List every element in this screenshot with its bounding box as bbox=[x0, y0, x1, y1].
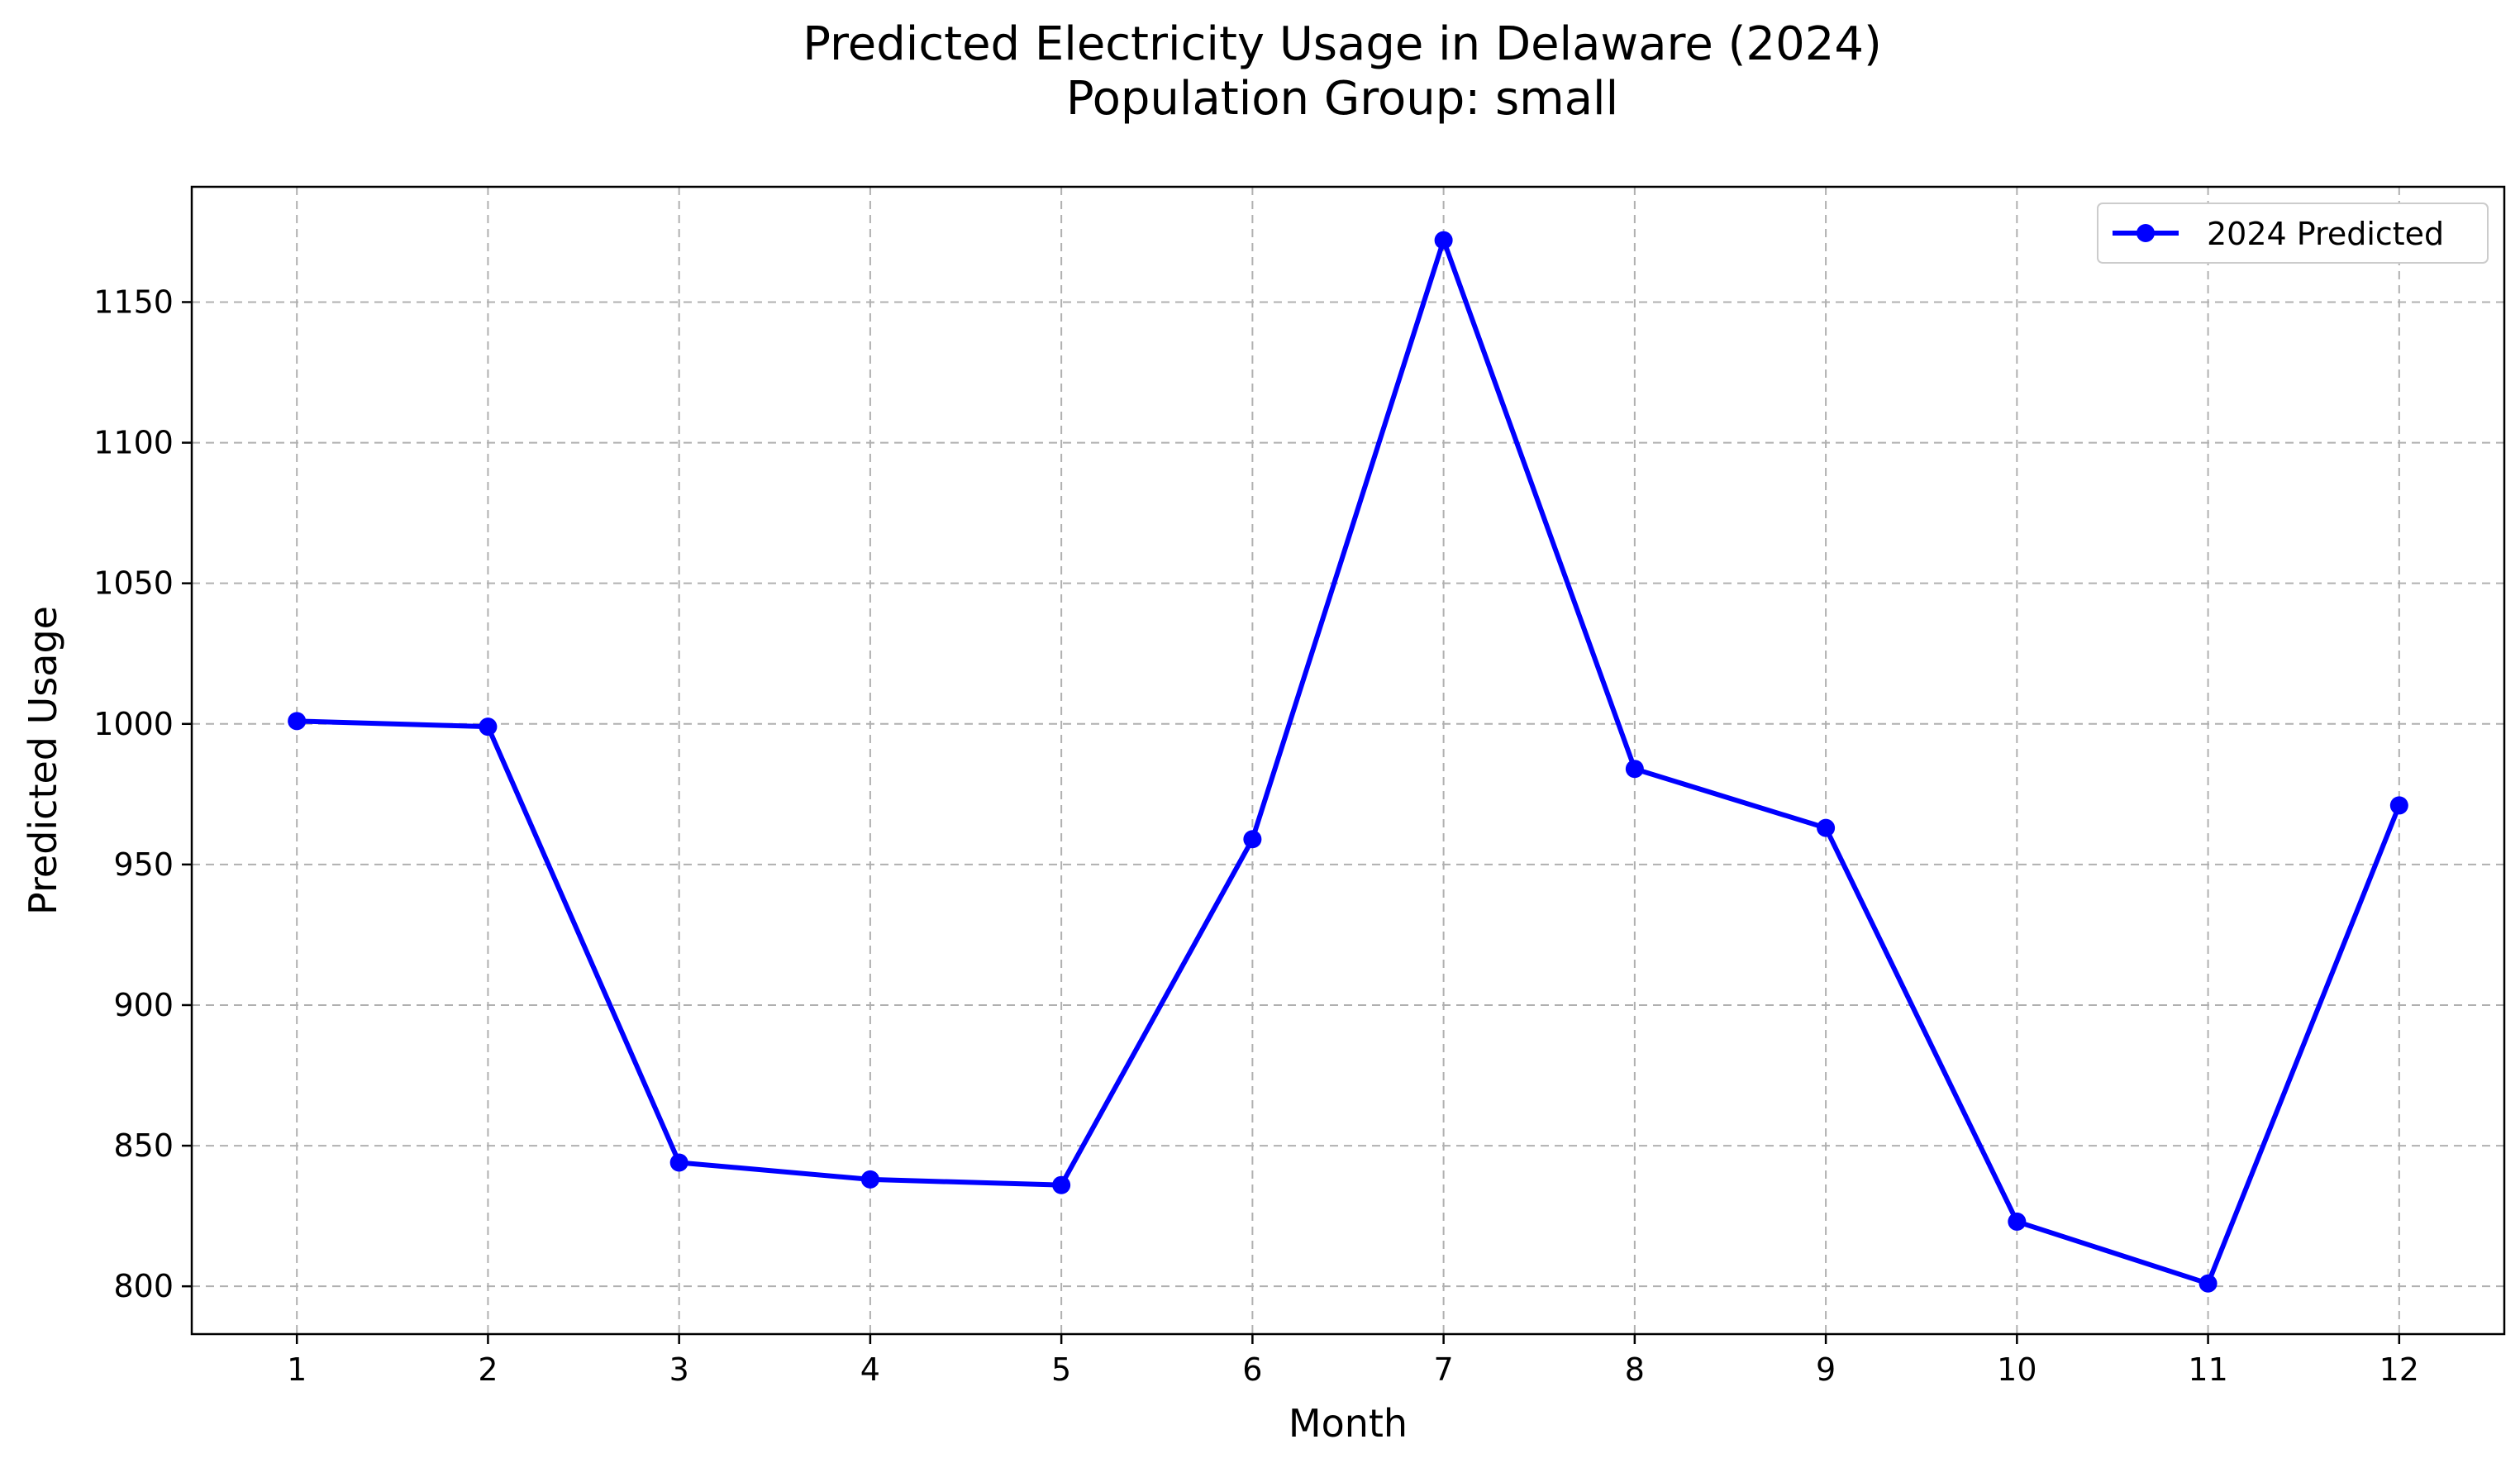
x-tick-label: 6 bbox=[1242, 1351, 1262, 1388]
x-tick-label: 8 bbox=[1625, 1351, 1645, 1388]
y-tick-label: 1000 bbox=[93, 706, 174, 742]
legend-marker-swatch bbox=[2137, 224, 2155, 242]
data-point-marker bbox=[1817, 818, 1836, 837]
y-tick-label: 900 bbox=[113, 987, 174, 1023]
data-point-marker bbox=[288, 712, 307, 731]
x-tick-label: 9 bbox=[1816, 1351, 1836, 1388]
x-tick-label: 2 bbox=[478, 1351, 498, 1388]
plot-area-frame bbox=[190, 185, 2506, 1336]
legend: 2024 Predicted bbox=[2097, 203, 2489, 264]
x-tick-label: 10 bbox=[1997, 1351, 2036, 1388]
x-tick-label: 4 bbox=[860, 1351, 880, 1388]
x-tick-label: 12 bbox=[2379, 1351, 2419, 1388]
x-tick-label: 3 bbox=[669, 1351, 689, 1388]
data-point-marker bbox=[1434, 231, 1453, 250]
legend-box bbox=[2097, 203, 2489, 264]
series-layer bbox=[288, 231, 2408, 1293]
y-tick-label: 850 bbox=[113, 1127, 174, 1164]
y-tick-label: 1150 bbox=[93, 284, 174, 320]
y-axis: 800 850 900 950 1000 1050 1100 1150 bbox=[93, 284, 192, 1304]
data-point-marker bbox=[2198, 1274, 2218, 1293]
x-axis: 1 2 3 4 5 6 7 8 9 10 11 12 bbox=[287, 1334, 2419, 1388]
data-point-marker bbox=[2008, 1212, 2027, 1231]
data-point-marker bbox=[860, 1170, 879, 1189]
y-tick-label: 800 bbox=[113, 1268, 174, 1304]
y-axis-label: Predicted Usage bbox=[21, 606, 65, 915]
data-point-marker bbox=[2389, 796, 2408, 815]
y-tick-label: 950 bbox=[113, 846, 174, 883]
series-line bbox=[294, 237, 2402, 1286]
chart-title: Predicted Electricity Usage in Delaware … bbox=[803, 17, 1882, 71]
y-tick-label: 1050 bbox=[93, 565, 174, 602]
y-tick-label: 1100 bbox=[93, 425, 174, 461]
chart-subtitle: Population Group: small bbox=[1066, 72, 1618, 126]
x-tick-label: 1 bbox=[287, 1351, 307, 1388]
legend-label: 2024 Predicted bbox=[2207, 216, 2444, 252]
x-axis-label: Month bbox=[1289, 1401, 1408, 1446]
grid-lines bbox=[192, 187, 2504, 1334]
x-tick-label: 11 bbox=[2188, 1351, 2227, 1388]
x-tick-label: 7 bbox=[1434, 1351, 1454, 1388]
data-point-marker bbox=[1052, 1175, 1071, 1194]
x-tick-label: 5 bbox=[1051, 1351, 1071, 1388]
data-point-marker bbox=[1243, 830, 1262, 849]
data-point-marker bbox=[669, 1153, 688, 1172]
data-point-marker bbox=[479, 717, 498, 736]
data-point-marker bbox=[1625, 760, 1644, 779]
